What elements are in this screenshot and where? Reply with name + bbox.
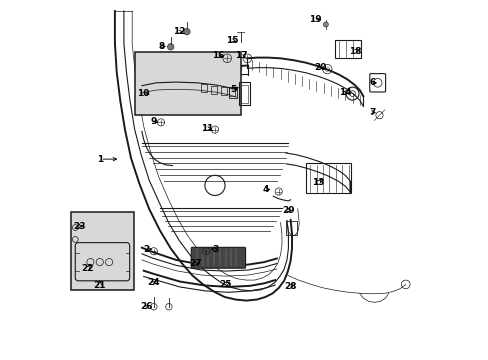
Bar bbox=[229, 87, 236, 98]
Text: 28: 28 bbox=[284, 282, 296, 291]
Bar bbox=[240, 85, 248, 103]
Bar bbox=[229, 88, 235, 96]
Bar bbox=[335, 40, 361, 58]
Text: 11: 11 bbox=[201, 124, 214, 133]
Text: 9: 9 bbox=[150, 117, 157, 126]
Text: 22: 22 bbox=[81, 264, 94, 273]
Text: 18: 18 bbox=[348, 46, 361, 55]
Bar bbox=[306, 163, 351, 193]
Text: 24: 24 bbox=[147, 278, 160, 287]
Text: 19: 19 bbox=[309, 15, 322, 24]
Text: 8: 8 bbox=[158, 41, 164, 50]
Text: 23: 23 bbox=[73, 222, 86, 231]
Text: 4: 4 bbox=[262, 184, 268, 194]
Text: 17: 17 bbox=[235, 51, 247, 60]
Text: 21: 21 bbox=[93, 281, 106, 289]
Text: 7: 7 bbox=[368, 108, 375, 117]
Text: 12: 12 bbox=[172, 27, 185, 36]
Circle shape bbox=[323, 22, 328, 27]
Bar bbox=[239, 82, 249, 105]
Text: 15: 15 bbox=[225, 36, 238, 45]
Text: 1: 1 bbox=[97, 154, 103, 163]
Bar bbox=[285, 221, 296, 235]
FancyBboxPatch shape bbox=[71, 212, 134, 290]
Bar bbox=[221, 87, 226, 95]
Text: 25: 25 bbox=[219, 280, 231, 289]
Text: 20: 20 bbox=[314, 63, 326, 72]
Text: 16: 16 bbox=[212, 51, 224, 60]
Text: 10: 10 bbox=[137, 89, 149, 98]
Text: 3: 3 bbox=[212, 245, 218, 253]
Text: 26: 26 bbox=[140, 302, 153, 311]
FancyBboxPatch shape bbox=[191, 247, 245, 268]
Bar bbox=[201, 84, 206, 92]
Circle shape bbox=[183, 28, 190, 35]
Text: 14: 14 bbox=[338, 88, 351, 97]
Text: 5: 5 bbox=[229, 85, 236, 94]
Text: 29: 29 bbox=[282, 206, 294, 215]
Text: 27: 27 bbox=[189, 259, 202, 268]
Text: 13: 13 bbox=[311, 178, 324, 187]
Text: 6: 6 bbox=[368, 78, 375, 87]
Bar bbox=[211, 86, 217, 94]
FancyBboxPatch shape bbox=[134, 52, 241, 115]
Circle shape bbox=[167, 44, 174, 50]
Text: 2: 2 bbox=[143, 245, 149, 253]
